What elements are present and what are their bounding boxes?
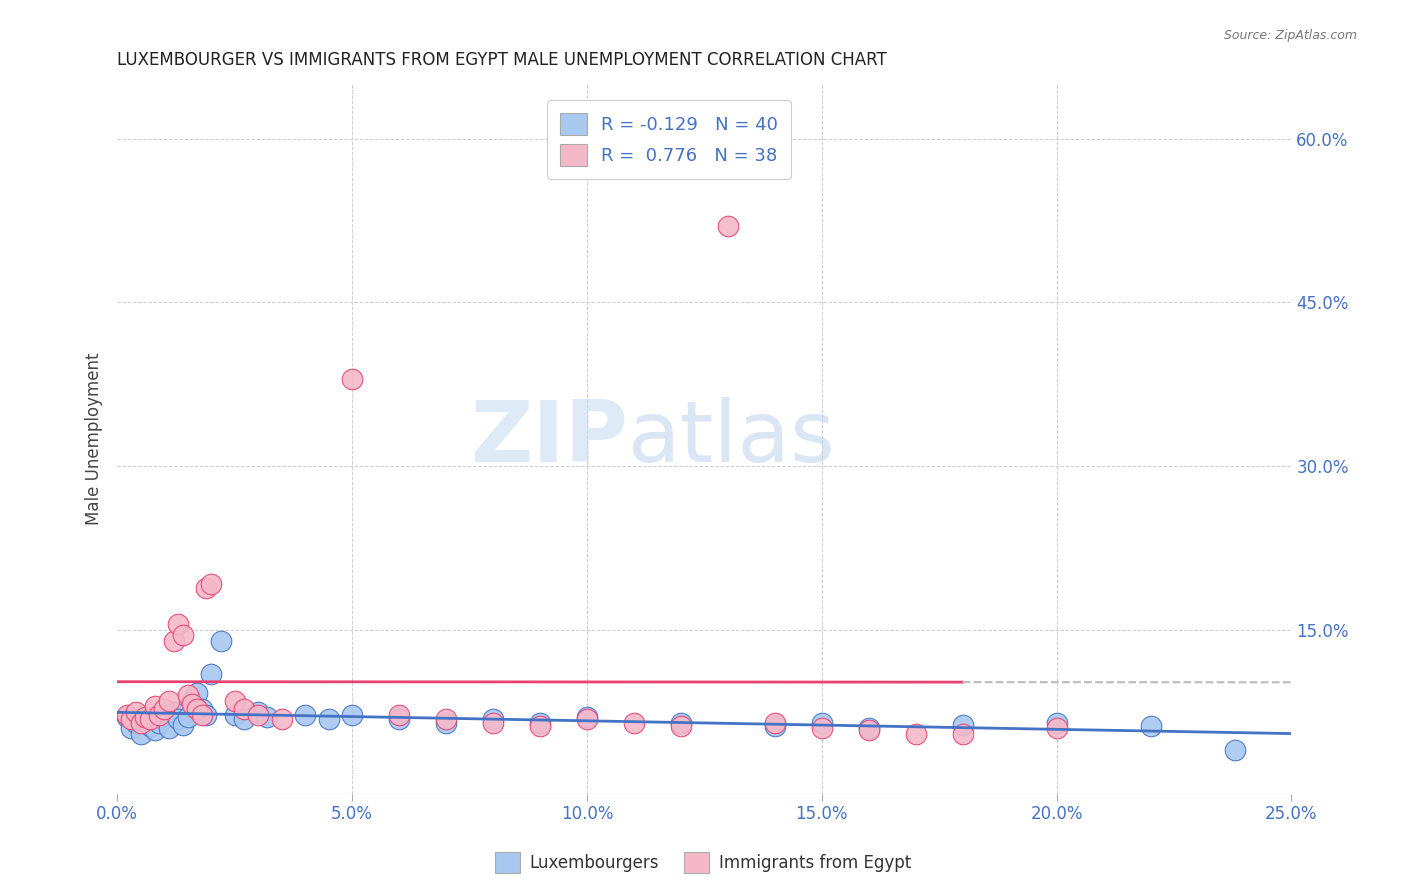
- Point: [340, 708, 363, 723]
- Point: [763, 719, 786, 733]
- Point: [233, 713, 256, 727]
- Text: ZIP: ZIP: [470, 398, 628, 481]
- Point: [115, 708, 138, 723]
- Point: [186, 686, 208, 700]
- Point: [1139, 719, 1161, 733]
- Point: [575, 710, 598, 724]
- Point: [200, 666, 222, 681]
- Point: [172, 718, 194, 732]
- Point: [763, 715, 786, 730]
- Point: [134, 710, 156, 724]
- Point: [256, 710, 278, 724]
- Point: [176, 710, 198, 724]
- Point: [195, 708, 218, 723]
- Legend: R = -0.129   N = 40, R =  0.776   N = 38: R = -0.129 N = 40, R = 0.776 N = 38: [547, 100, 792, 178]
- Point: [181, 697, 204, 711]
- Point: [247, 708, 270, 723]
- Point: [952, 718, 974, 732]
- Point: [952, 726, 974, 740]
- Point: [1223, 743, 1246, 757]
- Point: [434, 713, 457, 727]
- Point: [717, 219, 740, 233]
- Point: [904, 726, 927, 740]
- Point: [139, 713, 162, 727]
- Point: [270, 713, 292, 727]
- Point: [148, 715, 170, 730]
- Point: [157, 694, 180, 708]
- Point: [858, 721, 880, 735]
- Point: [810, 721, 832, 735]
- Point: [157, 721, 180, 735]
- Point: [224, 708, 246, 723]
- Point: [294, 708, 316, 723]
- Point: [162, 705, 184, 719]
- Point: [434, 715, 457, 730]
- Point: [482, 715, 505, 730]
- Point: [167, 617, 190, 632]
- Point: [134, 713, 156, 727]
- Point: [176, 689, 198, 703]
- Point: [1045, 721, 1067, 735]
- Text: LUXEMBOURGER VS IMMIGRANTS FROM EGYPT MALE UNEMPLOYMENT CORRELATION CHART: LUXEMBOURGER VS IMMIGRANTS FROM EGYPT MA…: [117, 51, 887, 69]
- Point: [529, 719, 551, 733]
- Text: atlas: atlas: [628, 398, 837, 481]
- Point: [153, 701, 176, 715]
- Text: Source: ZipAtlas.com: Source: ZipAtlas.com: [1223, 29, 1357, 42]
- Point: [388, 708, 411, 723]
- Point: [200, 577, 222, 591]
- Point: [148, 708, 170, 723]
- Point: [209, 633, 232, 648]
- Point: [669, 719, 692, 733]
- Point: [153, 708, 176, 723]
- Point: [529, 715, 551, 730]
- Point: [139, 719, 162, 733]
- Legend: Luxembourgers, Immigrants from Egypt: Luxembourgers, Immigrants from Egypt: [488, 846, 918, 880]
- Point: [1045, 715, 1067, 730]
- Point: [810, 715, 832, 730]
- Point: [669, 715, 692, 730]
- Point: [224, 694, 246, 708]
- Point: [233, 701, 256, 715]
- Point: [190, 708, 212, 723]
- Point: [120, 713, 142, 727]
- Point: [115, 710, 138, 724]
- Point: [482, 713, 505, 727]
- Point: [190, 701, 212, 715]
- Point: [162, 633, 184, 648]
- Point: [318, 713, 340, 727]
- Point: [125, 705, 148, 719]
- Point: [247, 705, 270, 719]
- Point: [129, 726, 152, 740]
- Point: [388, 713, 411, 727]
- Point: [143, 699, 166, 714]
- Point: [858, 723, 880, 738]
- Point: [195, 582, 218, 596]
- Point: [125, 715, 148, 730]
- Point: [120, 721, 142, 735]
- Point: [623, 715, 645, 730]
- Point: [340, 372, 363, 386]
- Y-axis label: Male Unemployment: Male Unemployment: [86, 352, 103, 525]
- Point: [172, 628, 194, 642]
- Point: [143, 723, 166, 738]
- Point: [186, 701, 208, 715]
- Point: [129, 715, 152, 730]
- Point: [575, 713, 598, 727]
- Point: [181, 694, 204, 708]
- Point: [167, 713, 190, 727]
